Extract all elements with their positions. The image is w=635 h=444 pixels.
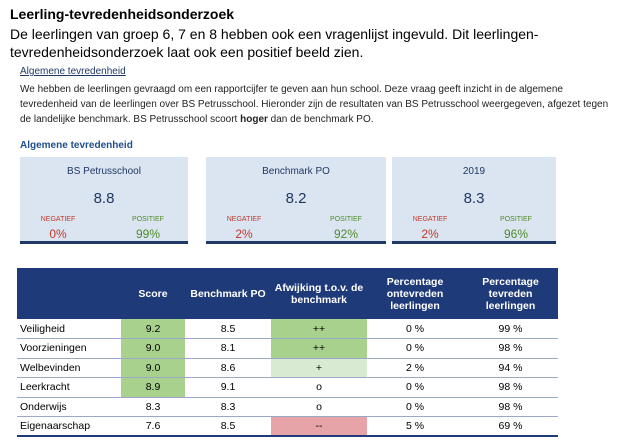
satisfied-cell: 98 % — [463, 377, 558, 398]
benchmark-cell: 8.5 — [185, 319, 271, 339]
score-cell: 7.6 — [121, 416, 185, 437]
card-negative-label: NEGATIEF — [40, 216, 76, 223]
card-score: 8.3 — [463, 190, 485, 207]
satisfied-cell: 98 % — [463, 397, 558, 417]
card-school: BS Petrusschool 8.8 NEGATIEF POSITIEF 0%… — [20, 157, 188, 244]
benchmark-cell: 8.5 — [185, 416, 271, 437]
card-score: 8.2 — [285, 190, 307, 207]
satisfied-cell: 99 % — [463, 319, 558, 339]
benchmark-cell: 8.3 — [185, 397, 271, 417]
intro-paragraph: De leerlingen van groep 6, 7 en 8 hebben… — [10, 26, 539, 60]
dissatisfied-cell: 0 % — [367, 338, 463, 359]
score-cell: 9.2 — [121, 319, 185, 339]
card-2019: 2019 8.3 NEGATIEF POSITIEF 2% 96% — [392, 157, 556, 244]
card-positive-label: POSITIEF — [330, 216, 362, 223]
header-cell-score: Score — [121, 268, 185, 319]
table-row: Veiligheid 9.2 8.5 ++ 0 % 99 % — [17, 319, 558, 339]
card-negative-value: 2% — [421, 227, 439, 241]
deviation-cell: o — [271, 377, 367, 398]
score-cell: 8.9 — [121, 377, 185, 398]
section-text-bold: hoger — [240, 114, 268, 125]
deviation-cell: -- — [271, 416, 367, 437]
card-negative-value: 0% — [49, 227, 67, 241]
card-score: 8.8 — [93, 190, 115, 207]
dissatisfied-cell: 2 % — [367, 358, 463, 378]
card-negative-value: 2% — [235, 227, 253, 241]
card-negative-label: NEGATIEF — [412, 216, 448, 223]
table-header-row: Score Benchmark PO Afwijking t.o.v. de b… — [17, 268, 558, 319]
dissatisfied-cell: 5 % — [367, 416, 463, 437]
section-text-after: dan de benchmark PO. — [267, 114, 374, 125]
card-positive-value: 99% — [135, 227, 161, 241]
deviation-cell: ++ — [271, 319, 367, 339]
section-text-before: We hebben de leerlingen gevraagd om een … — [20, 84, 609, 125]
cards-title: Algemene tevredenheid — [20, 140, 133, 151]
score-cell: 9.0 — [121, 358, 185, 378]
section-text: We hebben de leerlingen gevraagd om een … — [20, 82, 610, 127]
satisfied-cell: 69 % — [463, 416, 558, 437]
row-label-cell: Eigenaarschap — [17, 416, 121, 437]
header-cell-deviation: Afwijking t.o.v. de benchmark — [271, 268, 367, 319]
dissatisfied-cell: 0 % — [367, 377, 463, 398]
table-row: Onderwijs 8.3 8.3 o 0 % 98 % — [17, 397, 558, 417]
benchmark-cell: 8.6 — [185, 358, 271, 378]
satisfied-cell: 98 % — [463, 338, 558, 359]
table-row: Eigenaarschap 7.6 8.5 -- 5 % 69 % — [17, 416, 558, 437]
table-row: Welbevinden 9.0 8.6 +2 % 94 % — [17, 358, 558, 378]
section-label: Algemene tevredenheid — [20, 66, 126, 77]
results-table: Score Benchmark PO Afwijking t.o.v. de b… — [17, 268, 558, 437]
row-label-cell: Onderwijs — [17, 397, 121, 417]
card-name: 2019 — [462, 166, 486, 177]
deviation-cell: + — [271, 358, 367, 378]
card-positive-label: POSITIEF — [500, 216, 532, 223]
dissatisfied-cell: 0 % — [367, 397, 463, 417]
card-name: BS Petrusschool — [67, 166, 141, 177]
benchmark-cell: 8.1 — [185, 338, 271, 359]
benchmark-cell: 9.1 — [185, 377, 271, 398]
card-benchmark: Benchmark PO 8.2 NEGATIEF POSITIEF 2% 92… — [206, 157, 386, 244]
row-label-cell: Leerkracht — [17, 377, 121, 398]
row-label-cell: Veiligheid — [17, 319, 121, 339]
dissatisfied-cell: 0 % — [367, 319, 463, 339]
row-label-cell: Voorzieningen — [17, 338, 121, 359]
deviation-cell: ++ — [271, 338, 367, 359]
card-positive-value: 96% — [503, 227, 529, 241]
card-name: Benchmark PO — [262, 166, 330, 177]
header-cell-benchmark: Benchmark PO — [185, 268, 271, 319]
header-cell-category — [17, 268, 121, 319]
row-label-cell: Welbevinden — [17, 358, 121, 378]
card-positive-value: 92% — [333, 227, 359, 241]
score-cell: 9.0 — [121, 338, 185, 359]
header-cell-dissatisfied: Percentage ontevreden leerlingen — [367, 268, 463, 319]
card-positive-label: POSITIEF — [132, 216, 164, 223]
table-row: Leerkracht 8.9 9.1 o 0 % 98 % — [17, 377, 558, 398]
header-cell-satisfied: Percentage tevreden leerlingen — [463, 268, 558, 319]
deviation-cell: o — [271, 397, 367, 417]
table-row: Voorzieningen 9.0 8.1 ++ 0 % 98 % — [17, 338, 558, 359]
score-cell: 8.3 — [121, 397, 185, 417]
page-heading: Leerling-tevredenheidsonderzoek — [10, 6, 235, 22]
card-negative-label: NEGATIEF — [226, 216, 262, 223]
satisfied-cell: 94 % — [463, 358, 558, 378]
